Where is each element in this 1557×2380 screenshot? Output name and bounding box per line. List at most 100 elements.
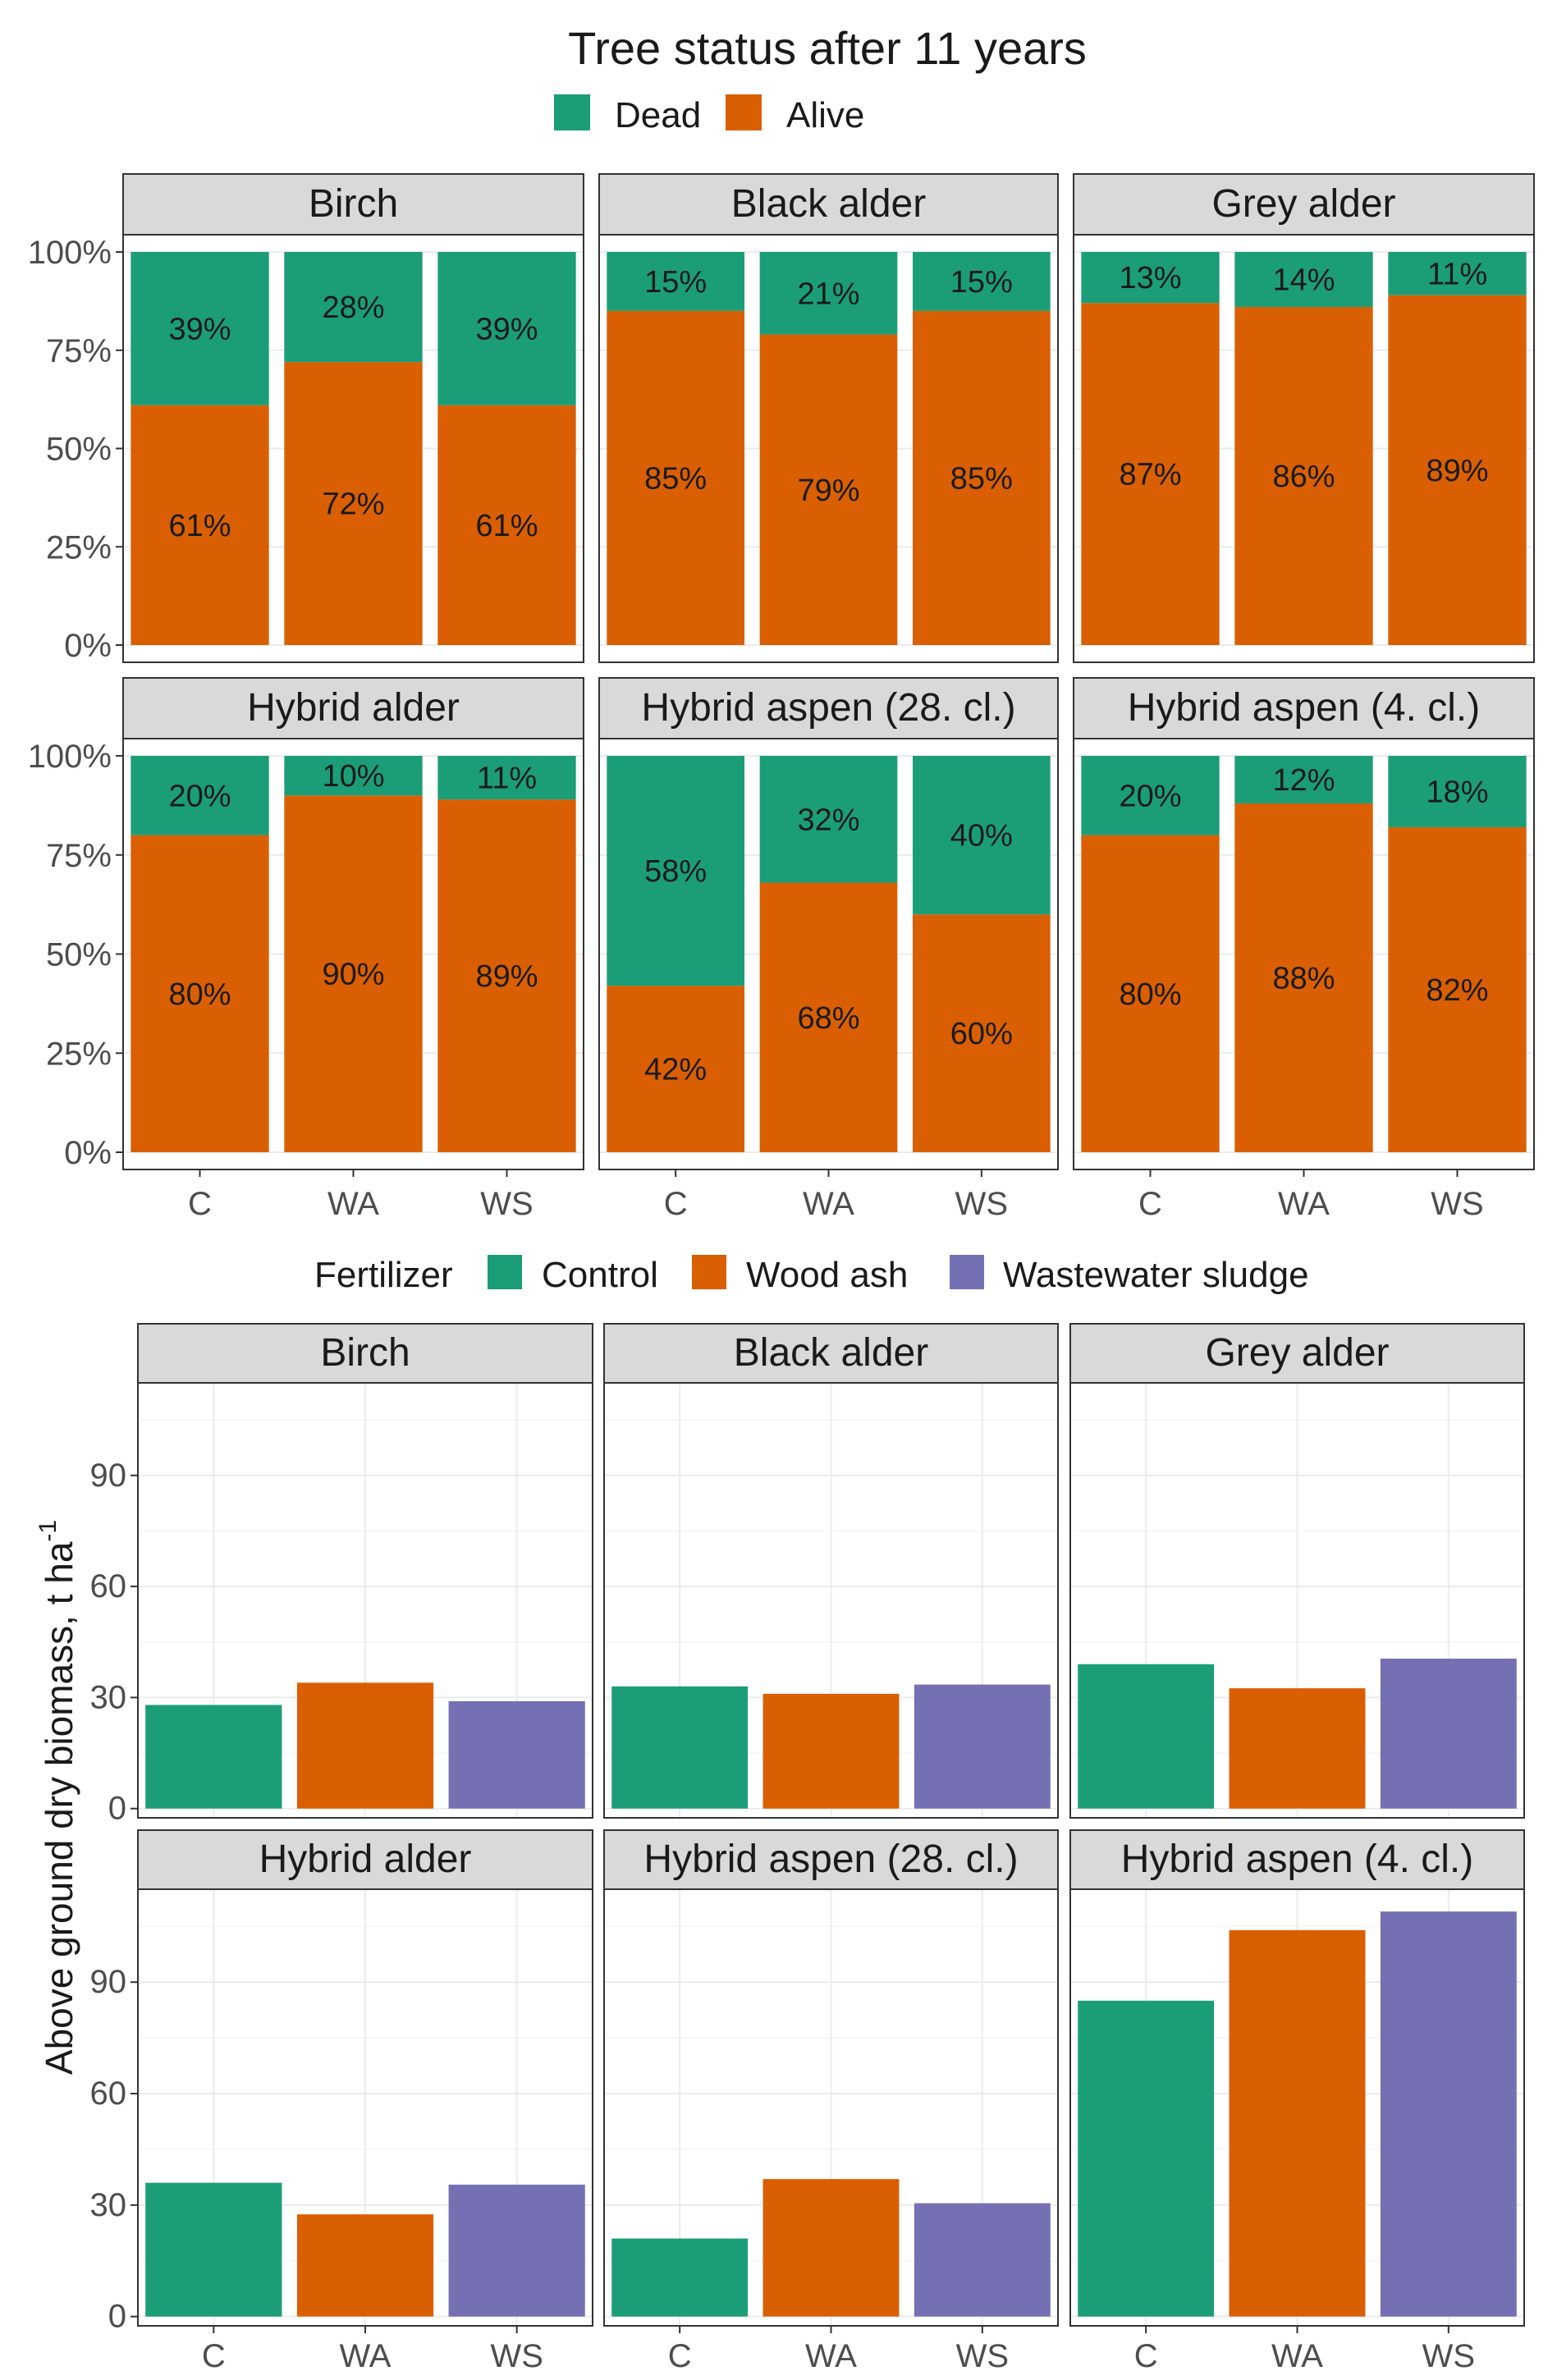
strip-label: Hybrid alder [247,686,460,730]
label-alive: 61% [475,509,538,543]
panel-border [598,234,1059,663]
y-tick-label: 100% [28,739,112,775]
bar-dead [131,252,269,405]
y-axis-title: Above ground dry biomass, t ha-1 [34,1520,80,2075]
x-tick-label: C [664,1186,688,1222]
panel-border [603,1888,1059,2327]
legend-title-fertilizer: Fertilizer [314,1255,453,1295]
status-legend: Dead Alive [554,94,864,135]
y-tick-label: 75% [46,838,112,874]
y-tick-label: 100% [28,235,112,271]
bar-wastewater-sludge [1380,1911,1517,2317]
strip-label: Hybrid aspen (28. cl.) [641,686,1015,730]
bar-alive [607,310,745,645]
biomass-panel-hybrid-aspen-4-cl: Hybrid aspen (4. cl.) C WA WS [1069,1829,1525,2374]
label-dead: 39% [168,312,231,346]
bar-dead [1388,756,1527,827]
x-tick-label: WA [1278,1186,1330,1222]
bar-dead [607,756,745,986]
y-tick-label: 30 [90,1679,127,1715]
bar-dead [1081,252,1220,304]
status-panel-grey-alder: Grey alder 87% 13% 86% 14% 89% 11% [1073,173,1535,663]
bar-wastewater-sludge [914,2203,1051,2317]
legend-key-dead [554,94,590,130]
bar-wood-ash [762,2179,900,2317]
label-alive: 82% [1426,973,1488,1008]
bar-dead [437,756,576,800]
status-panel-hybrid-aspen-28-cl: Hybrid aspen (28. cl.) 42% 58% C 68% 32% WA 60%… [598,677,1059,1222]
strip [122,173,584,236]
panel-border [1073,738,1535,1170]
label-alive: 80% [1119,977,1181,1012]
label-alive: 72% [322,487,384,522]
y-tick-label: 0 [108,1791,126,1827]
strip-label: Birch [320,1331,410,1375]
strip-label: Hybrid aspen (4. cl.) [1121,1838,1474,1881]
label-dead: 13% [1119,261,1181,295]
label-alive: 86% [1272,460,1335,494]
status-panel-hybrid-alder: Hybrid alder 80% 20% C 90% 10% WA 89% 11% WS 0% 25%… [28,677,584,1222]
bar-dead [131,756,269,835]
strip [603,1829,1059,1890]
strip-label: Hybrid aspen (4. cl.) [1128,686,1481,730]
legend-key-control [488,1255,522,1289]
bar-wastewater-sludge [1380,1659,1517,1809]
panel-border [598,738,1059,1170]
y-tick-label: 0% [64,628,112,664]
legend-label-wastewater-sludge: Wastewater sludge [1003,1255,1309,1295]
chart-title: Tree status after 11 years [568,22,1087,74]
label-dead: 11% [477,762,537,796]
legend-key-alive [726,94,762,130]
strip-label: Grey alder [1211,182,1395,226]
bar-alive [912,914,1051,1152]
x-tick-label: WS [1431,1186,1483,1222]
label-dead: 28% [322,291,384,325]
legend-key-wood-ash [692,1255,726,1289]
bar-alive [437,799,576,1152]
label-alive: 89% [475,959,538,994]
label-alive: 79% [797,474,859,508]
x-tick-label: WS [490,2338,543,2374]
label-dead: 20% [168,779,231,813]
y-tick-label: 90 [90,1964,127,2000]
legend-key-wastewater-sludge [950,1255,984,1289]
x-tick-label: C [1138,1186,1162,1222]
biomass-panel-grey-alder: Grey alder [1069,1323,1525,1819]
bar-alive [912,310,1051,645]
strip [598,173,1059,236]
strip [598,677,1059,739]
label-dead: 10% [322,759,384,794]
label-alive: 42% [644,1053,707,1087]
label-alive: 68% [797,1001,859,1036]
panel-border [137,1888,593,2327]
label-alive: 85% [644,461,707,496]
label-dead: 39% [475,312,538,346]
x-tick-label: WS [955,1186,1008,1222]
bar-dead [1388,252,1527,295]
label-dead: 21% [797,277,859,311]
x-tick-label: WA [805,2338,857,2374]
x-tick-label: C [188,1186,212,1222]
y-tick-label: 50% [46,432,112,468]
biomass-panel-birch: Birch 0 30 60 90 [90,1323,593,1827]
strip-label: Black alder [731,182,926,226]
bar-alive [1234,307,1373,645]
strip [1073,677,1535,739]
bar-alive [1388,295,1527,645]
bar-control [1078,2000,1215,2317]
bar-dead [912,252,1051,311]
panel-border [1073,234,1535,663]
bar-alive [607,986,745,1152]
bar-dead [759,252,898,335]
legend-label-wood-ash: Wood ash [746,1255,908,1295]
biomass-panel-hybrid-alder: Hybrid alder C WA WS 0 30 60 90 [90,1829,593,2374]
y-tick-label: 50% [46,937,112,973]
label-alive: 60% [950,1017,1013,1051]
strip [137,1829,593,1890]
bar-wood-ash [1229,1929,1366,2317]
panel-border [137,1382,593,1819]
x-tick-label: WS [956,2338,1009,2374]
label-dead: 32% [797,803,859,837]
strip [1069,1323,1525,1384]
